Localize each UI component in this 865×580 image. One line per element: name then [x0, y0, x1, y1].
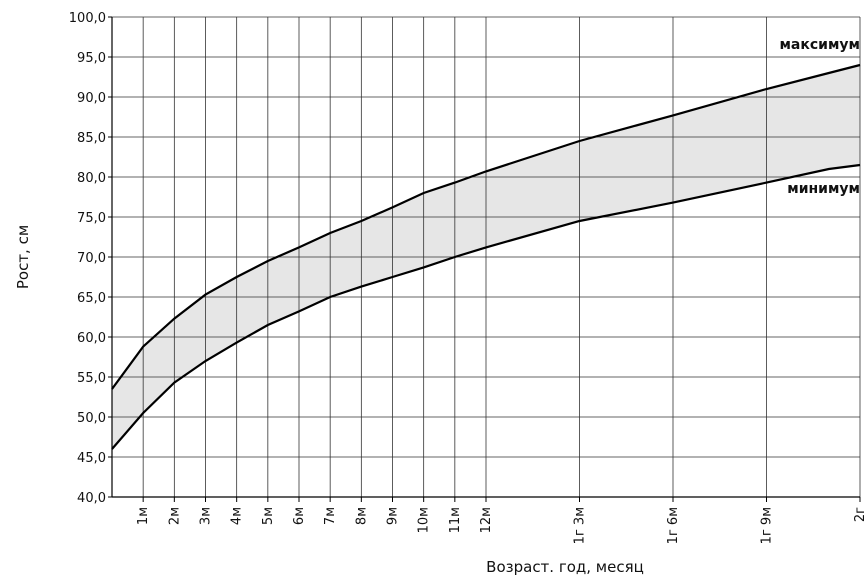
series-line	[111, 163, 861, 450]
y-tick-label: 40,0	[77, 491, 106, 506]
x-tick-label: 8м	[354, 507, 369, 525]
x-tick-label: 9м	[386, 507, 401, 525]
x-tick-label: 3м	[199, 507, 214, 525]
y-tick-label: 85,0	[77, 131, 106, 146]
y-tick-label: 75,0	[77, 211, 106, 226]
x-tick-label: 1г 6м	[666, 507, 681, 544]
x-tick-label: 6м	[292, 507, 307, 525]
x-tick-label: 7м	[323, 507, 338, 525]
x-tick-label: 2г	[853, 507, 865, 522]
x-tick-label: 1г 3м	[573, 507, 588, 544]
y-tick-label: 95,0	[77, 51, 106, 66]
x-tick-label: 4м	[230, 507, 245, 525]
y-tick-label: 80,0	[77, 171, 106, 186]
y-tick-label: 65,0	[77, 291, 106, 306]
series-label: минимум	[787, 181, 860, 197]
series-line	[111, 63, 861, 390]
y-axis-label: Рост, см	[14, 225, 32, 289]
x-tick-label: 2м	[167, 507, 182, 525]
x-axis-label: Возраст. год, месяц	[486, 558, 644, 576]
x-tick-label: 11м	[448, 507, 463, 533]
y-tick-label: 50,0	[77, 411, 106, 426]
y-tick-label: 55,0	[77, 371, 106, 386]
y-tick-label: 60,0	[77, 331, 106, 346]
x-tick-label: 1г 9м	[760, 507, 775, 544]
y-tick-label: 100,0	[69, 11, 106, 26]
x-tick-label: 10м	[417, 507, 432, 533]
y-tick-label: 45,0	[77, 451, 106, 466]
x-tick-label: 5м	[261, 507, 276, 525]
series-label: максимум	[779, 37, 860, 53]
x-tick-label: 12м	[479, 507, 494, 533]
x-tick-label: 1м	[136, 507, 151, 525]
y-tick-label: 90,0	[77, 91, 106, 106]
y-tick-label: 70,0	[77, 251, 106, 266]
